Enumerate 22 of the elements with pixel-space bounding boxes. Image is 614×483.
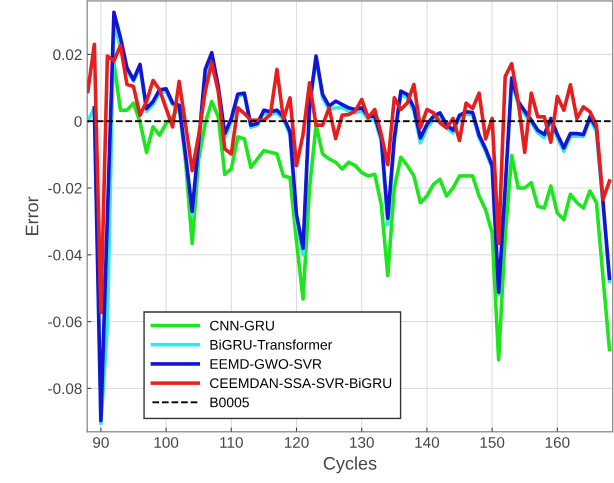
x-tick-label: 90 xyxy=(93,437,109,448)
y-axis-title: Error xyxy=(26,196,38,235)
x-tick-label: 130 xyxy=(350,437,374,448)
x-tick-label: 160 xyxy=(546,437,570,448)
x-tick-label: 100 xyxy=(154,437,178,448)
y-tick-label: 0.02 xyxy=(53,49,82,60)
line-series xyxy=(87,42,612,314)
x-tick-label: 150 xyxy=(480,437,504,448)
y-tick-label: 0 xyxy=(74,116,82,127)
legend-label: EEMD-GWO-SVR xyxy=(210,359,322,369)
legend-label: CEEMDAN-SSA-SVR-BiGRU xyxy=(210,378,392,388)
legend-label: CNN-GRU xyxy=(210,320,274,331)
x-tick-label: 110 xyxy=(220,437,243,448)
legend-label: B0005 xyxy=(210,397,249,408)
y-tick-label: -0.02 xyxy=(48,182,82,194)
x-tick-label: 140 xyxy=(415,437,440,448)
y-tick-label: -0.08 xyxy=(48,383,82,394)
x-tick-label: 120 xyxy=(284,437,309,448)
y-tick-label: -0.04 xyxy=(48,250,82,260)
y-tick-label: -0.06 xyxy=(48,316,82,328)
x-axis-title: Cycles xyxy=(324,456,376,474)
legend-label: BiGRU-Transformer xyxy=(210,340,332,350)
